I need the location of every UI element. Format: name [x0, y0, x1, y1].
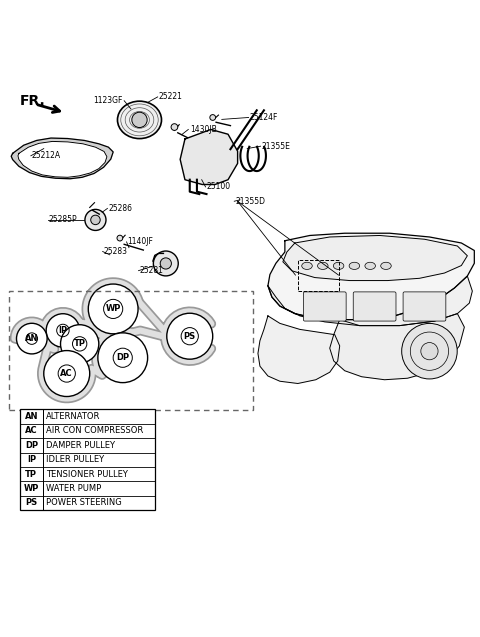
Circle shape [88, 284, 138, 334]
Circle shape [167, 313, 213, 359]
Text: AIR CON COMPRESSOR: AIR CON COMPRESSOR [46, 427, 143, 436]
Ellipse shape [365, 262, 375, 269]
FancyBboxPatch shape [303, 292, 346, 321]
Text: WATER PUMP: WATER PUMP [46, 484, 101, 493]
FancyBboxPatch shape [403, 292, 446, 321]
Text: TP: TP [73, 340, 85, 348]
Text: IP: IP [59, 326, 68, 335]
Ellipse shape [118, 101, 161, 139]
Text: 1123GF: 1123GF [94, 96, 123, 105]
Ellipse shape [302, 262, 312, 269]
Bar [298, 259, 338, 290]
Circle shape [44, 350, 90, 396]
Polygon shape [258, 316, 340, 383]
Text: WP: WP [106, 304, 121, 313]
Text: PS: PS [184, 332, 196, 341]
Bar [9, 290, 253, 410]
Text: AC: AC [25, 427, 37, 436]
Circle shape [421, 343, 438, 360]
Ellipse shape [349, 262, 360, 269]
Polygon shape [11, 138, 113, 179]
Text: 21355E: 21355E [262, 141, 290, 151]
Polygon shape [268, 233, 474, 320]
Circle shape [132, 112, 147, 127]
Circle shape [85, 210, 106, 231]
Ellipse shape [381, 262, 391, 269]
Text: 25286: 25286 [108, 204, 132, 213]
Text: AN: AN [24, 412, 38, 421]
Text: FR.: FR. [20, 94, 46, 108]
Text: 25221: 25221 [158, 92, 182, 101]
Circle shape [60, 325, 99, 363]
Text: IP: IP [27, 455, 36, 464]
Text: POWER STEERING: POWER STEERING [46, 498, 121, 507]
Circle shape [16, 324, 47, 354]
Text: WP: WP [24, 484, 39, 493]
Circle shape [160, 258, 171, 269]
Circle shape [402, 324, 457, 379]
Text: 25283: 25283 [104, 247, 128, 256]
Circle shape [210, 115, 216, 120]
Text: IDLER PULLEY: IDLER PULLEY [46, 455, 104, 464]
Text: DP: DP [25, 441, 38, 450]
Text: TP: TP [25, 469, 37, 478]
FancyBboxPatch shape [353, 292, 396, 321]
Ellipse shape [318, 262, 328, 269]
Text: PS: PS [25, 498, 37, 507]
Circle shape [91, 215, 100, 225]
Ellipse shape [333, 262, 344, 269]
Text: AC: AC [60, 369, 73, 378]
Circle shape [171, 124, 178, 131]
Text: TENSIONER PULLEY: TENSIONER PULLEY [46, 469, 128, 478]
Polygon shape [283, 236, 468, 280]
Text: DAMPER PULLEY: DAMPER PULLEY [46, 441, 115, 450]
Text: 25285P: 25285P [48, 215, 77, 224]
Text: ALTERNATOR: ALTERNATOR [46, 412, 100, 421]
Text: AN: AN [25, 334, 38, 343]
Polygon shape [330, 313, 464, 380]
Circle shape [154, 251, 178, 276]
Circle shape [46, 313, 80, 347]
Polygon shape [180, 129, 238, 185]
Text: 25212A: 25212A [32, 151, 61, 161]
Text: 25124F: 25124F [250, 113, 278, 122]
Polygon shape [18, 141, 107, 177]
Text: 25281: 25281 [140, 266, 163, 275]
Text: 25100: 25100 [206, 182, 230, 191]
Text: 21355D: 21355D [235, 197, 265, 206]
Text: 1140JF: 1140JF [128, 238, 154, 247]
Polygon shape [268, 276, 472, 326]
Text: DP: DP [116, 354, 129, 362]
Bar [20, 410, 156, 510]
Circle shape [98, 333, 148, 383]
Circle shape [117, 235, 123, 241]
Text: 1430JB: 1430JB [190, 125, 216, 134]
